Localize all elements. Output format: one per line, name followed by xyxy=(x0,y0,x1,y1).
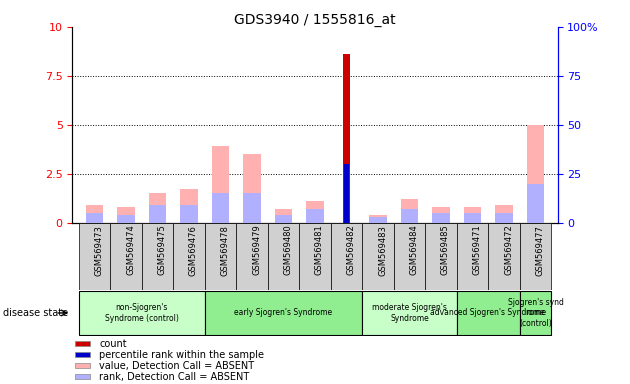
Text: disease state: disease state xyxy=(3,308,68,318)
Bar xyxy=(86,205,103,223)
Text: GSM569484: GSM569484 xyxy=(410,225,418,275)
Bar xyxy=(464,207,481,223)
Text: GSM569481: GSM569481 xyxy=(315,225,324,275)
Bar xyxy=(180,205,198,223)
Text: GDS3940 / 1555816_at: GDS3940 / 1555816_at xyxy=(234,13,396,27)
Bar xyxy=(495,205,513,223)
Text: GSM569475: GSM569475 xyxy=(158,225,166,275)
Text: GSM569472: GSM569472 xyxy=(504,225,513,275)
Bar xyxy=(75,374,90,379)
Bar xyxy=(362,291,457,335)
Bar xyxy=(149,205,166,223)
Bar xyxy=(488,223,520,290)
Bar xyxy=(457,291,520,335)
Bar xyxy=(243,154,261,223)
Bar xyxy=(394,223,425,290)
Bar xyxy=(401,209,418,223)
Bar xyxy=(79,223,110,290)
Text: GSM569478: GSM569478 xyxy=(220,225,229,276)
Bar xyxy=(205,223,236,290)
Text: GSM569477: GSM569477 xyxy=(536,225,544,276)
Bar xyxy=(212,146,229,223)
Text: percentile rank within the sample: percentile rank within the sample xyxy=(99,349,264,360)
Text: GSM569479: GSM569479 xyxy=(252,225,261,275)
Bar xyxy=(236,223,268,290)
Text: GSM569485: GSM569485 xyxy=(441,225,450,275)
Bar xyxy=(117,215,135,223)
Bar xyxy=(205,291,362,335)
Text: Sjogren's synd
rome
(control): Sjogren's synd rome (control) xyxy=(508,298,563,328)
Bar xyxy=(142,223,173,290)
Text: GSM569476: GSM569476 xyxy=(189,225,198,276)
Bar xyxy=(343,54,350,223)
Text: count: count xyxy=(99,339,127,349)
Bar xyxy=(306,209,324,223)
Bar xyxy=(345,164,348,223)
Text: GSM569473: GSM569473 xyxy=(94,225,103,276)
Text: GSM569471: GSM569471 xyxy=(472,225,481,275)
Bar xyxy=(520,223,551,290)
Bar xyxy=(425,223,457,290)
Bar xyxy=(79,291,205,335)
Bar xyxy=(212,194,229,223)
Bar xyxy=(75,341,90,346)
Bar xyxy=(362,223,394,290)
Bar xyxy=(117,207,135,223)
Bar xyxy=(369,215,387,223)
Bar xyxy=(268,223,299,290)
Bar xyxy=(180,189,198,223)
Bar xyxy=(464,213,481,223)
Bar xyxy=(401,199,418,223)
Text: non-Sjogren's
Syndrome (control): non-Sjogren's Syndrome (control) xyxy=(105,303,179,323)
Text: GSM569482: GSM569482 xyxy=(346,225,355,275)
Bar xyxy=(520,291,551,335)
Bar xyxy=(457,223,488,290)
Bar xyxy=(275,215,292,223)
Bar xyxy=(86,213,103,223)
Bar xyxy=(432,207,450,223)
Text: GSM569474: GSM569474 xyxy=(126,225,135,275)
Text: value, Detection Call = ABSENT: value, Detection Call = ABSENT xyxy=(99,361,255,371)
Text: GSM569483: GSM569483 xyxy=(378,225,387,276)
Bar xyxy=(110,223,142,290)
Text: early Sjogren's Syndrome: early Sjogren's Syndrome xyxy=(234,308,333,318)
Bar xyxy=(331,223,362,290)
Bar xyxy=(306,201,324,223)
Text: moderate Sjogren's
Syndrome: moderate Sjogren's Syndrome xyxy=(372,303,447,323)
Bar xyxy=(243,194,261,223)
Text: rank, Detection Call = ABSENT: rank, Detection Call = ABSENT xyxy=(99,371,249,382)
Bar xyxy=(495,213,513,223)
Bar xyxy=(527,184,544,223)
Bar xyxy=(75,363,90,368)
Bar xyxy=(173,223,205,290)
Bar xyxy=(527,125,544,223)
Bar xyxy=(75,352,90,357)
Bar xyxy=(432,213,450,223)
Bar xyxy=(369,217,387,223)
Bar xyxy=(275,209,292,223)
Text: advanced Sjogren's Syndrome: advanced Sjogren's Syndrome xyxy=(430,308,546,318)
Text: GSM569480: GSM569480 xyxy=(284,225,292,275)
Bar xyxy=(149,194,166,223)
Bar xyxy=(299,223,331,290)
